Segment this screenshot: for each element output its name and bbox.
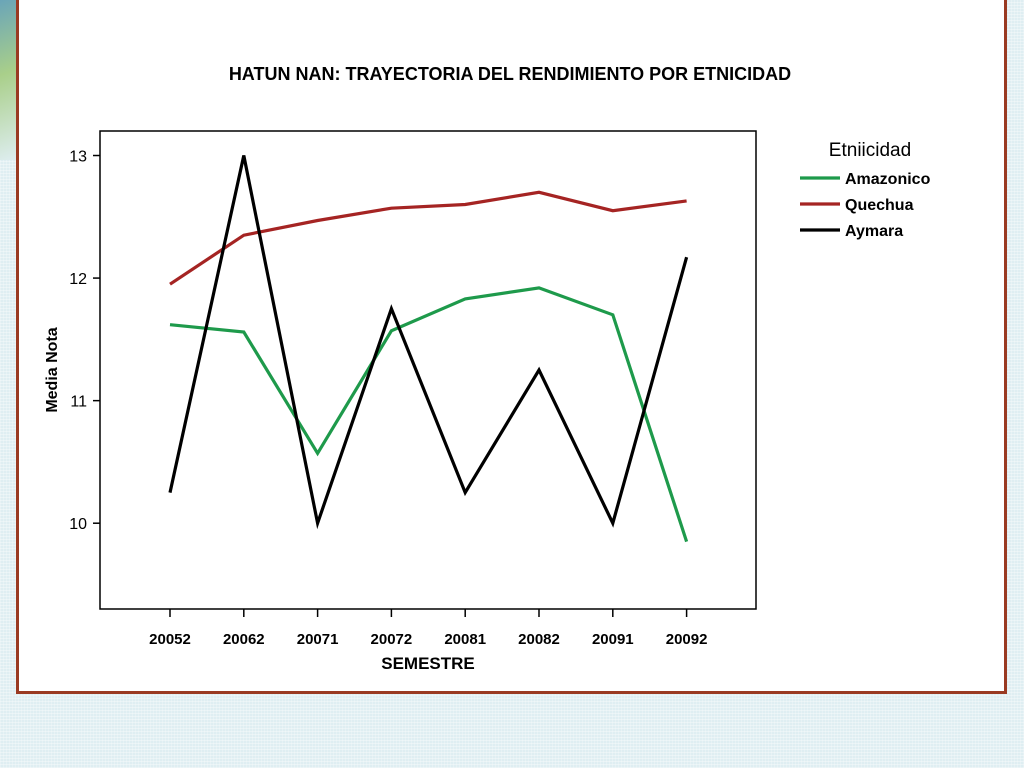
series-lines (168, 155, 689, 543)
y-tick-label: 12 (69, 271, 87, 288)
legend-title: Etniicidad (829, 140, 911, 161)
chart-title: HATUN NAN: TRAYECTORIA DEL RENDIMIENTO P… (229, 64, 791, 84)
y-tick-label: 13 (69, 149, 87, 166)
x-tick-label: 20062 (223, 631, 265, 648)
y-tick-label: 10 (69, 516, 87, 533)
x-tick-label: 20092 (666, 631, 708, 648)
legend-label-quechua: Quechua (845, 197, 914, 214)
legend: Etniicidad Amazonico Quechua Aymara (800, 140, 931, 240)
x-axis-label: SEMESTRE (381, 654, 475, 673)
x-tick-label: 20071 (297, 631, 339, 648)
x-tick-label: 20072 (371, 631, 413, 648)
legend-label-aymara: Aymara (845, 223, 903, 240)
series-line-aymara (168, 155, 689, 530)
plot-area (99, 130, 757, 610)
x-tick-label: 20091 (592, 631, 634, 648)
y-axis-label: Media Nota (44, 327, 61, 412)
x-tick-label: 20081 (444, 631, 486, 648)
legend-label-amazonico: Amazonico (845, 171, 931, 188)
y-tick-label: 11 (70, 394, 87, 411)
x-tick-label: 20082 (518, 631, 560, 648)
series-line-quechua (169, 190, 687, 286)
x-tick-label: 20052 (149, 631, 191, 648)
y-axis: 10 11 12 13 (69, 149, 100, 533)
series-line-amazonico (169, 286, 689, 543)
x-axis: 20052 20062 20071 20072 20081 20082 20091 20092 (149, 609, 707, 648)
